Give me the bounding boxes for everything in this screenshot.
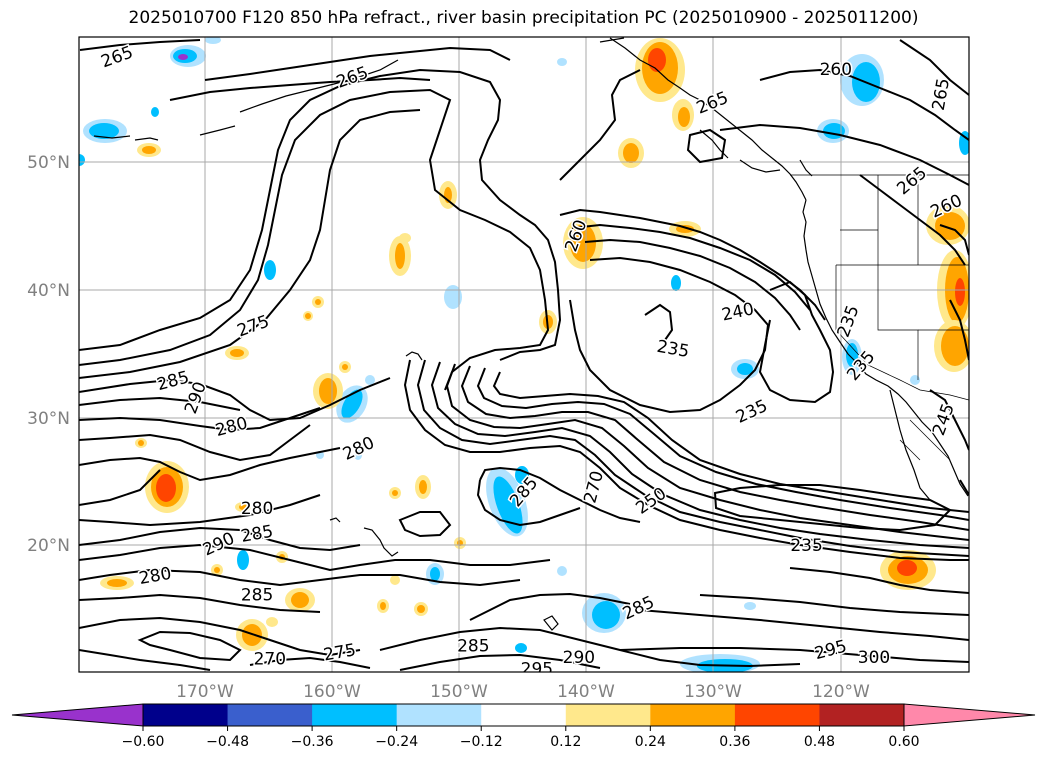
contour-label: 240 [720, 299, 756, 325]
contour-label: 235 [834, 303, 864, 340]
contour-label: 270 [580, 469, 608, 506]
contour-label: 285 [457, 637, 489, 657]
colorbar: −0.60 −0.48 −0.36 −0.24 −0.12 0.12 0.24 0.36 0.4… [11, 703, 1036, 750]
colorbar-tick-label: −0.24 [375, 734, 418, 750]
shaded-precip-anomalies [79, 37, 969, 672]
negative-anomaly-areas [79, 37, 969, 672]
contour-label: 285 [155, 367, 192, 395]
lon-label-150w: 150°W [430, 682, 488, 702]
contour-label: 280 [340, 433, 378, 465]
colorbar-extend-high [903, 703, 1036, 727]
colorbar-tick-label: 0.24 [635, 734, 666, 750]
colorbar-tick-label: −0.36 [291, 734, 334, 750]
lon-label-160w: 160°W [303, 682, 361, 702]
colorbar-tick-label: 0.48 [804, 734, 835, 750]
contour-label: 290 [200, 529, 238, 561]
contour-label: 235 [733, 396, 771, 428]
coastlines [93, 37, 969, 631]
contour-label: 295 [813, 636, 850, 664]
lon-label-120w: 120°W [812, 682, 870, 702]
contour-label: 285 [239, 522, 274, 547]
colorbar-tick-label: 0.12 [550, 734, 581, 750]
lon-label-140w: 140°W [557, 682, 615, 702]
political-borders [790, 174, 969, 461]
lat-label-30n: 30°N [27, 409, 70, 429]
contour-label: 280 [213, 413, 250, 441]
lat-label-50n: 50°N [27, 153, 70, 173]
colorbar-segment [143, 704, 229, 726]
longitude-labels: 170°W 160°W 150°W 140°W 130°W 120°W [176, 682, 870, 702]
contour-label: 275 [235, 312, 272, 342]
contour-label: 265 [929, 77, 954, 112]
colorbar-outline [142, 703, 905, 727]
contour-label: 275 [322, 640, 357, 665]
refractivity-contours [79, 39, 969, 671]
lon-label-170w: 170°W [176, 682, 234, 702]
contour-label: 265 [334, 63, 371, 93]
colorbar-segment [650, 704, 736, 726]
contour-label: 260 [820, 60, 852, 80]
contour-label: 235 [790, 536, 822, 556]
colorbar-tick-label: −0.60 [122, 734, 165, 750]
contour-label: 245 [929, 401, 959, 438]
colorbar-segment [227, 704, 313, 726]
colorbar-tick-label: 0.36 [719, 734, 750, 750]
contour-label: 300 [858, 648, 890, 668]
colorbar-tick-label: −0.48 [206, 734, 249, 750]
colorbar-segment [819, 704, 905, 726]
colorbar-segment [396, 704, 482, 726]
colorbar-tick-label: −0.12 [460, 734, 503, 750]
map-frame [78, 36, 970, 673]
colorbar-segment [481, 704, 567, 726]
contour-label: 285 [241, 586, 273, 606]
contour-label: 270 [254, 649, 286, 669]
contour-label: 295 [521, 660, 553, 680]
colorbar-extend-low [11, 703, 144, 727]
contour-label: 285 [620, 592, 658, 624]
colorbar-tick-label: 0.60 [888, 734, 919, 750]
lon-label-130w: 130°W [684, 682, 742, 702]
colorbar-segment [312, 704, 398, 726]
lat-label-40n: 40°N [27, 281, 70, 301]
lat-label-20n: 20°N [27, 536, 70, 556]
contour-label: 280 [138, 564, 173, 589]
latitude-labels: 50°N 40°N 30°N 20°N [27, 153, 70, 556]
contour-label: 235 [655, 337, 690, 362]
contour-label: 280 [241, 499, 273, 519]
figure-title: 2025010700 F120 850 hPa refract., river … [128, 8, 919, 28]
contour-label: 265 [893, 163, 931, 199]
colorbar-segment [734, 704, 820, 726]
contour-label: 290 [563, 648, 595, 668]
colorbar-segment [565, 704, 651, 726]
contour-label: 265 [694, 88, 732, 119]
